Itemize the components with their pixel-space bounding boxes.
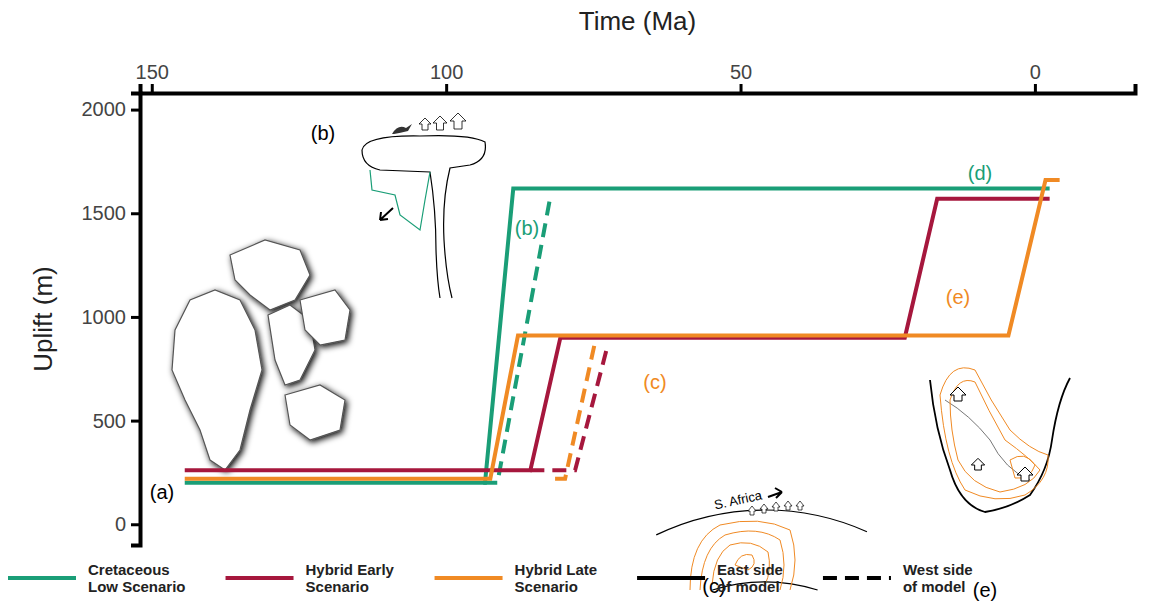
- legend: CretaceousLow Scenario Hybrid EarlyScenar…: [8, 561, 973, 595]
- legend-label: West sideof model: [903, 561, 973, 595]
- legend-swatch: [435, 576, 503, 580]
- chart: 1501005000500100015002000Time (Ma)Uplift…: [0, 0, 1156, 607]
- uplift-arrow: [748, 506, 756, 515]
- tick: 100: [430, 61, 463, 93]
- annotation: (d): [968, 162, 992, 184]
- x-axis: 150 100 50 0: [136, 61, 1136, 94]
- river: [945, 400, 1030, 480]
- tick: 0: [115, 513, 140, 535]
- annotation: S. Africa: [713, 487, 764, 512]
- tick-mark: [740, 84, 743, 93]
- uplift-arrow: [971, 458, 984, 470]
- annotation: (b): [311, 122, 335, 144]
- tick-mark: [151, 84, 154, 93]
- gondwana-landmass: [285, 385, 345, 440]
- y-axis: 0 500 1000 1500 2000: [82, 94, 141, 546]
- tick-label: 100: [430, 61, 463, 83]
- annotation: (a): [150, 481, 174, 503]
- legend-label: CretaceousLow Scenario: [88, 561, 186, 595]
- uplift-arrow: [1017, 467, 1033, 481]
- tick-mark: [131, 420, 140, 423]
- topography-contour: [940, 368, 1048, 499]
- scenario-line: [530, 344, 608, 470]
- tick-mark: [131, 316, 140, 319]
- earth-surface: [656, 510, 867, 535]
- uplift-arrow: [419, 118, 431, 130]
- legend-item: CretaceousLow Scenario: [8, 561, 186, 595]
- lithosphere-root: [370, 170, 430, 230]
- legend-label: East sideof model: [717, 561, 783, 595]
- gondwana-landmass: [230, 240, 310, 310]
- annotation: (e): [973, 579, 997, 601]
- tick-mark: [131, 523, 140, 526]
- plot-area: [185, 180, 1060, 483]
- tick-label: 2000: [82, 98, 127, 120]
- uplift-arrow: [760, 504, 768, 513]
- legend-item: West sideof model: [823, 561, 973, 595]
- legend-item: East sideof model: [637, 561, 783, 595]
- tick-mark: [131, 212, 140, 215]
- legend-swatch: [823, 576, 891, 580]
- insets: [172, 113, 1070, 590]
- uplift-arrow: [796, 501, 804, 510]
- annotation: (e): [946, 286, 970, 308]
- arrow: [380, 208, 393, 220]
- axis-line: [131, 94, 141, 546]
- tick: 50: [730, 61, 752, 93]
- topography-contour: [950, 380, 1040, 492]
- scenario-line: [185, 180, 1060, 479]
- uplift-arrow: [433, 116, 447, 130]
- uplift-arrow: [950, 387, 966, 401]
- uplift-arrow: [772, 502, 780, 511]
- tick-label: 500: [93, 409, 126, 431]
- tick: 150: [136, 61, 169, 93]
- tick-label: 50: [730, 61, 752, 83]
- tick-mark: [1034, 84, 1037, 93]
- tick: 1500: [82, 202, 141, 224]
- tick: 500: [93, 409, 140, 431]
- tick: 1000: [82, 306, 141, 328]
- legend-swatch: [637, 576, 705, 580]
- arrow: [768, 488, 782, 498]
- tick-mark: [445, 84, 448, 93]
- lithosphere: [362, 136, 485, 298]
- annotations: (b)(c)(d)(e)(a)(b)(c)(e)S. Africa: [150, 122, 997, 601]
- x-axis-title: Time (Ma): [579, 6, 696, 36]
- gondwana-landmass: [172, 290, 262, 470]
- legend-label: Hybrid LateScenario: [515, 561, 598, 595]
- tick: 2000: [82, 98, 141, 120]
- tick-label: 1000: [82, 306, 127, 328]
- dinosaur: [392, 124, 412, 134]
- uplift-arrow: [784, 501, 792, 510]
- annotation: (b): [515, 217, 539, 239]
- scenario-line: [555, 342, 595, 479]
- legend-item: Hybrid EarlyScenario: [226, 561, 395, 595]
- gondwana-landmass: [300, 290, 350, 345]
- coastline: [930, 378, 1070, 512]
- legend-label: Hybrid EarlyScenario: [306, 561, 395, 595]
- legend-item: Hybrid LateScenario: [435, 561, 598, 595]
- tick: 0: [1030, 61, 1041, 93]
- tick-label: 1500: [82, 202, 127, 224]
- uplift-arrow: [450, 113, 466, 129]
- tick-mark: [131, 109, 140, 112]
- legend-swatch: [8, 576, 76, 580]
- annotation: (c): [643, 371, 666, 393]
- tick-label: 0: [1030, 61, 1041, 83]
- y-axis-title: Uplift (m): [28, 266, 58, 371]
- tick-label: 0: [115, 513, 126, 535]
- tick-label: 150: [136, 61, 169, 83]
- legend-swatch: [226, 576, 294, 580]
- axis-line: [141, 84, 1136, 94]
